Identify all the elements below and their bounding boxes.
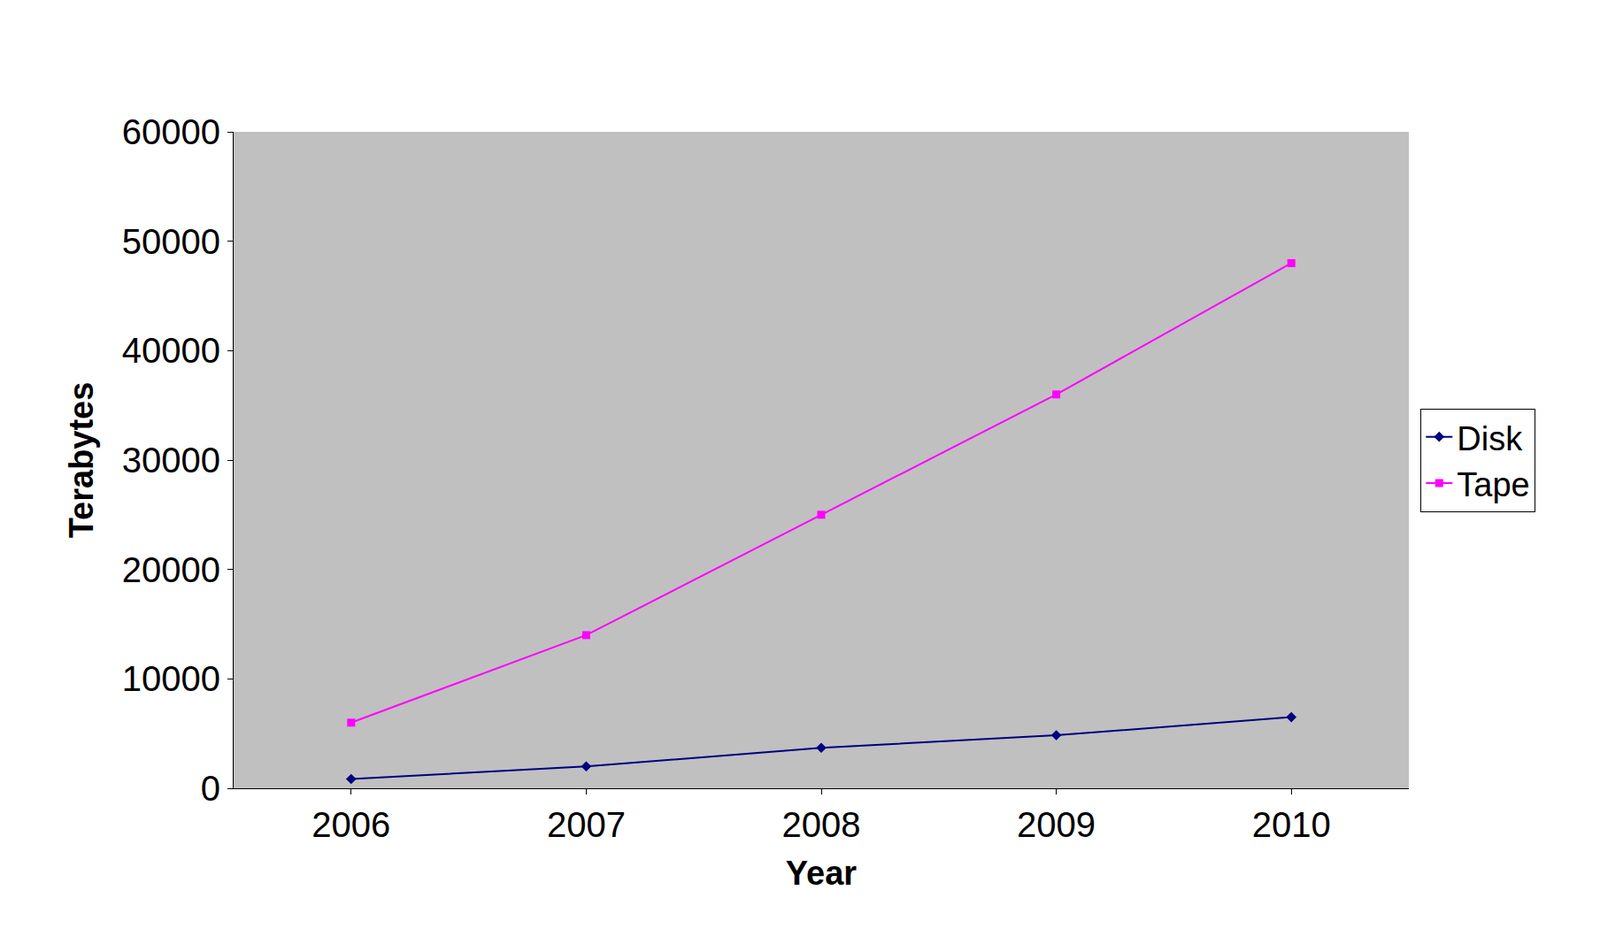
svg-text:30000: 30000 bbox=[122, 440, 221, 480]
svg-text:2007: 2007 bbox=[546, 805, 626, 845]
svg-text:2010: 2010 bbox=[1252, 805, 1331, 845]
svg-text:Tape: Tape bbox=[1456, 466, 1530, 504]
svg-text:2009: 2009 bbox=[1016, 805, 1096, 845]
svg-text:Year: Year bbox=[785, 854, 858, 893]
svg-text:Disk: Disk bbox=[1456, 420, 1524, 458]
svg-text:50000: 50000 bbox=[122, 222, 221, 262]
svg-text:40000: 40000 bbox=[122, 330, 221, 370]
svg-text:Terabytes: Terabytes bbox=[62, 382, 100, 539]
svg-text:2006: 2006 bbox=[311, 805, 391, 845]
svg-text:10000: 10000 bbox=[122, 659, 221, 699]
svg-text:60000: 60000 bbox=[122, 112, 221, 152]
svg-text:0: 0 bbox=[200, 769, 221, 808]
svg-text:20000: 20000 bbox=[122, 550, 221, 590]
svg-text:2008: 2008 bbox=[782, 805, 862, 845]
